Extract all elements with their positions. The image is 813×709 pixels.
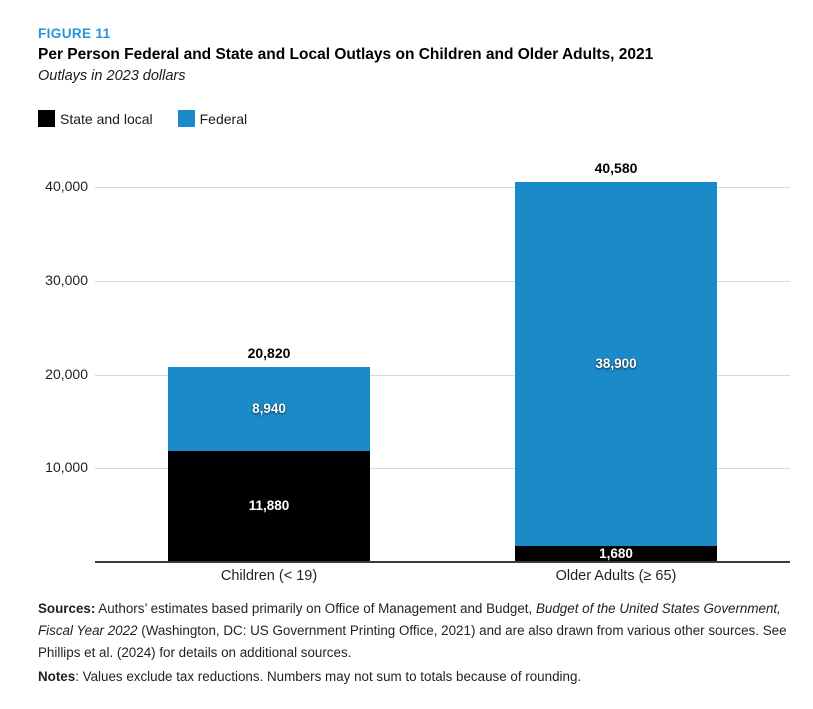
figure-number-label: FIGURE 11 bbox=[38, 26, 111, 41]
bar-segment-state-and-local-older-adults-65 bbox=[515, 546, 717, 562]
bar-segment-federal-older-adults-65 bbox=[515, 181, 717, 547]
bar-segment-state-and-local-children-19 bbox=[168, 450, 370, 562]
gridline-30-000 bbox=[95, 280, 790, 282]
gridline-10-000 bbox=[95, 468, 790, 470]
text-segment: Budget of the United States Government, … bbox=[38, 601, 781, 638]
gridline-20-000 bbox=[95, 374, 790, 376]
gridline-40-000 bbox=[95, 187, 790, 188]
legend-item-federal: Federal bbox=[177, 110, 248, 127]
x-category-label-children-19: Children (< 19) bbox=[220, 568, 318, 584]
y-tick-label-10-000: 10,000 bbox=[45, 459, 88, 476]
chart-legend: State and local Federal bbox=[38, 110, 247, 127]
bar-segment-federal-children-19 bbox=[168, 366, 370, 451]
text-segment: Notes bbox=[38, 669, 76, 684]
text-segment: Authors’ estimates based primarily on Of… bbox=[95, 601, 536, 616]
figure-title: Per Person Federal and State and Local O… bbox=[38, 46, 654, 63]
y-tick-label-40-000: 40,000 bbox=[45, 178, 88, 194]
bar-value-label-state-and-local-children-19: 11,880 bbox=[248, 498, 290, 514]
bar-total-label-children-19: 20,820 bbox=[247, 344, 291, 361]
figure-subtitle: Outlays in 2023 dollars bbox=[38, 68, 186, 84]
legend-label-federal: Federal bbox=[199, 110, 248, 127]
notes-note: Notes: Values exclude tax reductions. Nu… bbox=[38, 666, 790, 688]
legend-item-state-and-local: State and local bbox=[38, 110, 153, 127]
bar-value-label-federal-older-adults-65: 38,900 bbox=[595, 355, 637, 371]
bar-value-label-federal-children-19: 8,940 bbox=[252, 400, 286, 416]
text-segment: Sources: bbox=[38, 601, 96, 616]
text-segment: : Values exclude tax reductions. Numbers… bbox=[75, 669, 582, 684]
sources-note: Sources: Authors’ estimates based primar… bbox=[38, 598, 790, 664]
x-axis-line bbox=[95, 561, 790, 563]
bar-total-label-older-adults-65: 40,580 bbox=[594, 159, 638, 176]
state-and-local-swatch-icon bbox=[38, 110, 55, 127]
y-tick-label-20-000: 20,000 bbox=[45, 365, 88, 382]
legend-label-state-and-local: State and local bbox=[60, 110, 153, 127]
x-category-label-older-adults-65: Older Adults (≥ 65) bbox=[555, 568, 677, 584]
text-segment: (Washington, DC: US Government Printing … bbox=[38, 623, 787, 660]
y-tick-label-30-000: 30,000 bbox=[45, 271, 88, 288]
bar-value-label-state-and-local-older-adults-65: 1,680 bbox=[599, 546, 633, 562]
federal-swatch-icon bbox=[177, 110, 195, 127]
